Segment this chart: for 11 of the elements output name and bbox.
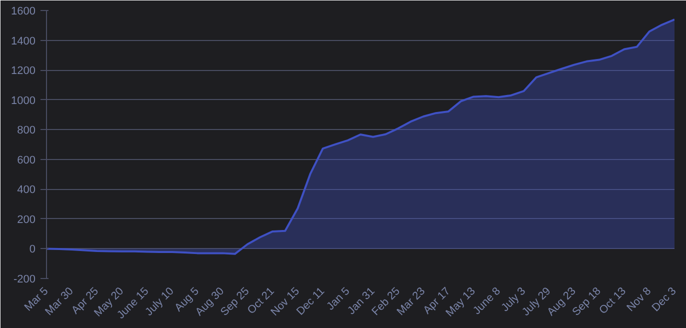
y-tick-label: 800	[17, 124, 36, 137]
x-tick-label: Dec 3	[650, 285, 679, 314]
y-tick-label: 400	[17, 184, 36, 196]
y-tick-label: 1600	[11, 6, 36, 18]
y-tick-label: 1400	[11, 35, 36, 48]
y-tick-label: 1200	[11, 65, 36, 78]
y-tick-label: 600	[17, 154, 36, 166]
y-tick-label: -200	[13, 274, 36, 286]
y-tick-label: 1000	[11, 94, 36, 107]
y-tick-label: 200	[17, 214, 36, 226]
y-tick-label: 0	[29, 244, 36, 256]
